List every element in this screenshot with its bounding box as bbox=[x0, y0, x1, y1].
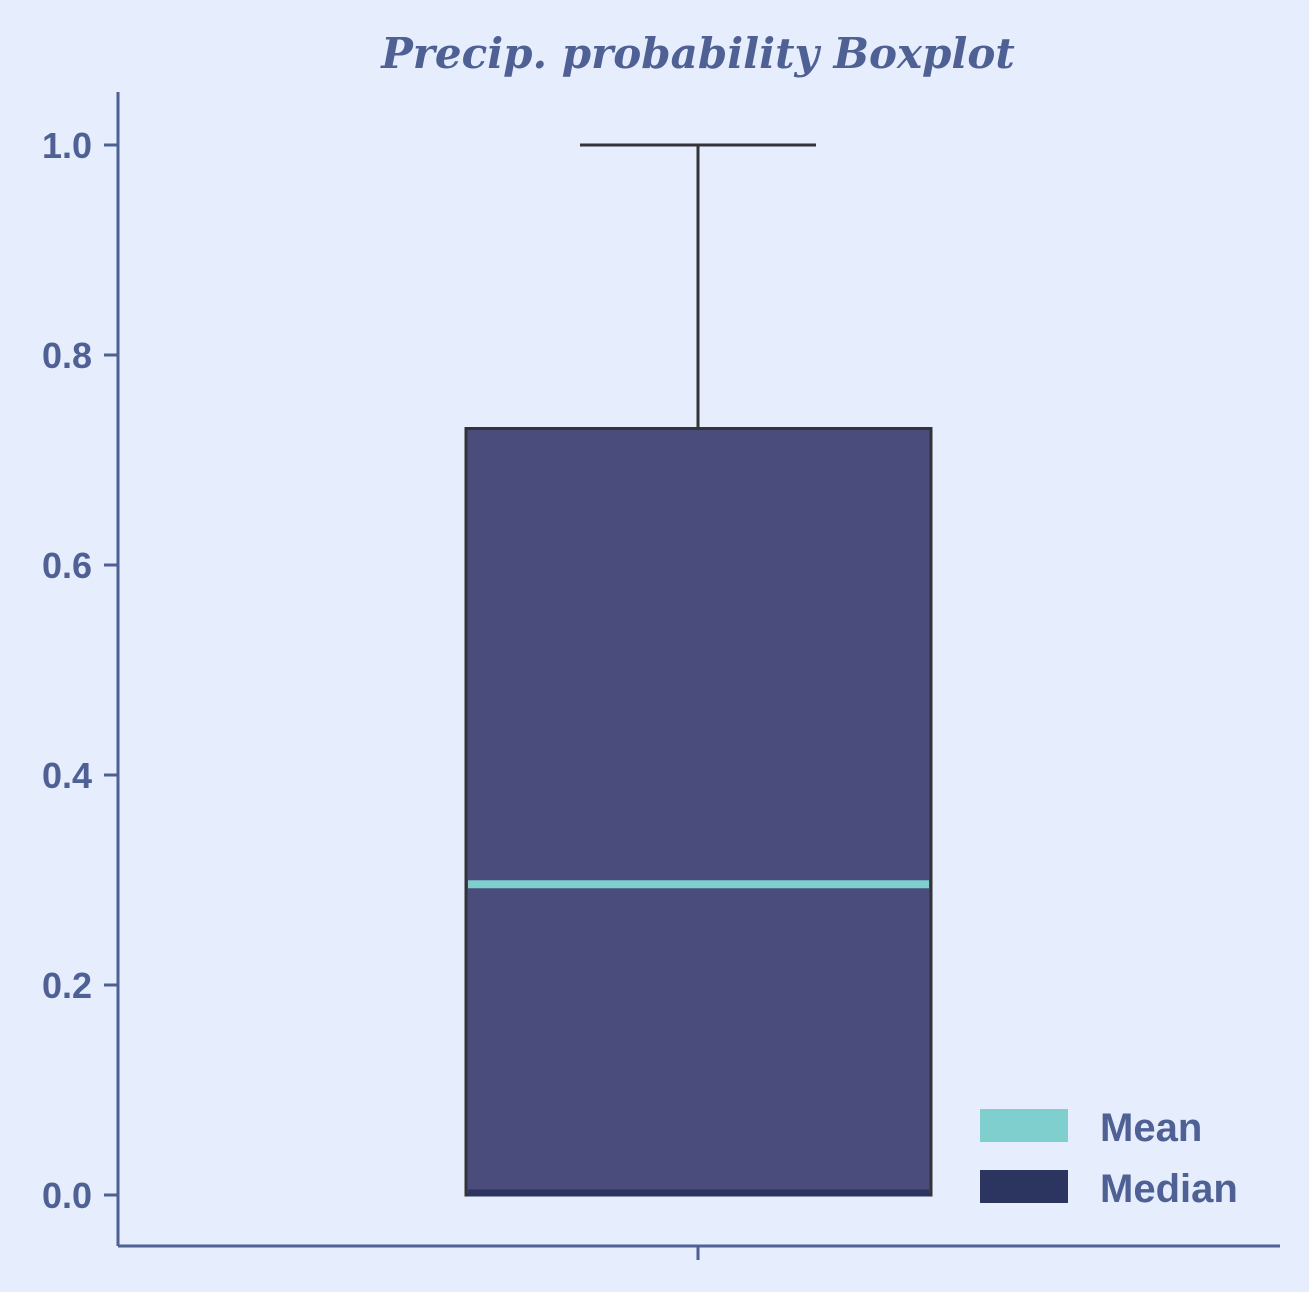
legend-swatch-mean bbox=[980, 1109, 1068, 1142]
box-plot bbox=[464, 143, 933, 1197]
y-tick-label: 0.6 bbox=[42, 545, 92, 586]
y-tick-label: 0.2 bbox=[42, 965, 92, 1006]
box-body bbox=[464, 427, 933, 1197]
legend: Mean Median bbox=[980, 1106, 1238, 1211]
legend-label-mean: Mean bbox=[1100, 1106, 1202, 1150]
y-tick-label: 0.8 bbox=[42, 335, 92, 376]
chart-title: Precip. probability Boxplot bbox=[380, 29, 1015, 78]
legend-swatch-median bbox=[980, 1170, 1068, 1203]
y-tick-label: 0.0 bbox=[42, 1175, 92, 1216]
legend-label-median: Median bbox=[1100, 1167, 1238, 1211]
y-tick-label: 1.0 bbox=[42, 125, 92, 166]
axes: 0.0 0.2 0.4 0.6 0.8 1.0 bbox=[42, 92, 1280, 1260]
y-tick-label: 0.4 bbox=[42, 755, 92, 796]
